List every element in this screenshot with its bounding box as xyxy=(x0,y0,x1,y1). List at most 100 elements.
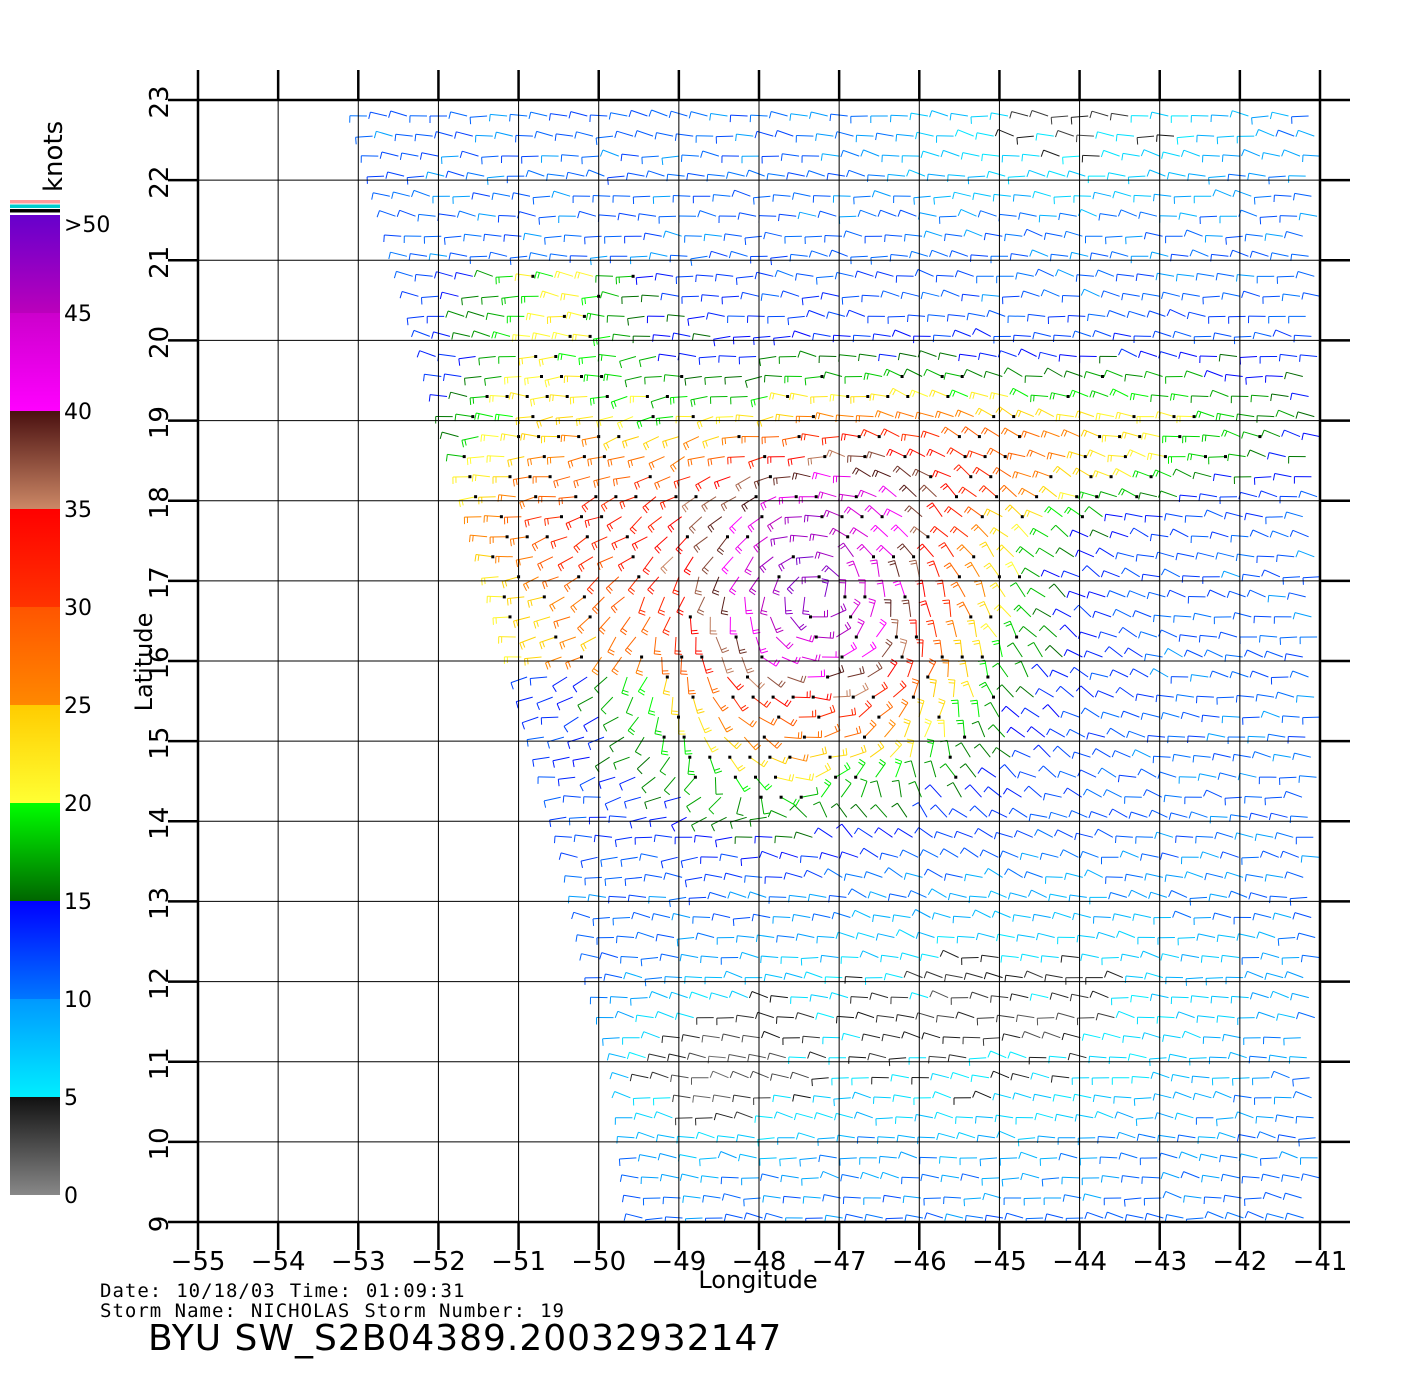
wind-barb-flag xyxy=(1255,694,1258,702)
wind-barb-flag xyxy=(613,762,617,770)
rain-flag-marker xyxy=(525,535,529,539)
wind-barb-flag xyxy=(539,562,544,569)
wind-barb-flag xyxy=(928,661,935,666)
wind-barb xyxy=(545,656,562,664)
wind-barb xyxy=(1069,894,1087,898)
wind-barb-flag xyxy=(606,525,611,532)
rain-flag-marker xyxy=(826,675,830,679)
wind-barb xyxy=(1266,650,1283,658)
wind-barb xyxy=(1162,953,1180,958)
wind-barb-flag xyxy=(1292,612,1296,620)
wind-barb xyxy=(886,508,903,518)
wind-barb xyxy=(1111,531,1129,538)
wind-barb-flag xyxy=(1104,646,1110,653)
wind-barb xyxy=(1231,890,1248,898)
wind-barb-flag xyxy=(892,914,895,922)
wind-barb xyxy=(1212,389,1229,397)
wind-barb-flag xyxy=(1224,1212,1228,1220)
rain-flag-marker xyxy=(788,755,792,759)
wind-barb-flag xyxy=(474,475,477,482)
wind-barb xyxy=(1258,931,1276,938)
wind-barb-flag xyxy=(883,973,887,981)
wind-barb-flag xyxy=(555,418,558,426)
rain-flag-marker xyxy=(580,655,583,659)
wind-barb xyxy=(1025,375,1043,377)
wind-barb-flag xyxy=(1132,610,1136,618)
wind-barb-flag xyxy=(483,234,485,242)
wind-barb-flag xyxy=(1011,750,1016,757)
wind-barb-flag xyxy=(738,685,745,691)
wind-barb-flag xyxy=(688,690,695,692)
wind-barb-flag xyxy=(1089,529,1094,537)
wind-barb-flag xyxy=(815,1012,819,1020)
wind-barb-flag xyxy=(1007,564,1014,568)
wind-barb-flag xyxy=(1122,1035,1125,1043)
wind-barb-flag xyxy=(860,746,864,753)
wind-barb-flag xyxy=(845,778,852,784)
wind-barb-flag xyxy=(819,852,823,860)
wind-barb-flag xyxy=(667,526,673,533)
wind-barb xyxy=(1041,852,1059,858)
wind-barb-flag xyxy=(1183,649,1188,657)
wind-barb-flag xyxy=(688,991,693,999)
rain-flag-marker xyxy=(540,375,543,378)
wind-barb xyxy=(942,1174,960,1179)
wind-barb-flag xyxy=(584,297,586,305)
rain-flag-marker xyxy=(537,435,541,439)
wind-barb xyxy=(630,255,648,258)
wind-barb xyxy=(1302,576,1320,579)
wind-barb-flag xyxy=(721,1193,725,1201)
wind-barb-flag xyxy=(1069,390,1073,397)
wind-barb xyxy=(1287,971,1304,979)
wind-barb-flag xyxy=(932,1091,936,1099)
wind-barb xyxy=(1133,527,1149,538)
wind-barb-flag xyxy=(548,253,551,261)
wind-barb-flag xyxy=(867,507,873,513)
wind-barb-flag xyxy=(1048,893,1051,902)
wind-barb-flag xyxy=(1004,975,1007,983)
wind-barb xyxy=(1056,1113,1074,1119)
wind-barb-flag xyxy=(748,991,753,999)
wind-barb-flag xyxy=(1282,1192,1286,1200)
wind-barb xyxy=(1088,313,1106,317)
wind-barb-flag xyxy=(879,852,883,860)
wind-barb xyxy=(1042,485,1058,498)
wind-barb-flag xyxy=(899,683,905,689)
wind-barb xyxy=(478,496,496,498)
wind-barb-flag xyxy=(593,668,599,673)
wind-barb xyxy=(922,543,934,558)
wind-barb-flag xyxy=(784,439,787,446)
wind-barb-flag xyxy=(923,230,927,238)
wind-barb-flag xyxy=(542,582,546,590)
wind-barb-flag xyxy=(1175,553,1178,561)
wind-barb xyxy=(899,352,917,357)
wind-barb-flag xyxy=(844,624,849,630)
wind-barb xyxy=(513,616,531,622)
wind-barb xyxy=(1162,852,1179,858)
wind-barb-flag xyxy=(1143,232,1147,240)
wind-barb xyxy=(723,1033,740,1039)
wind-barb-flag xyxy=(954,270,959,278)
wind-barb xyxy=(1243,290,1261,297)
wind-barb xyxy=(1026,1217,1044,1220)
wind-barb xyxy=(934,1091,952,1099)
wind-barb xyxy=(1241,209,1258,217)
wind-barb xyxy=(773,916,791,918)
wind-barb-flag xyxy=(629,1074,633,1082)
wind-barb xyxy=(799,1157,817,1160)
wind-barb-flag xyxy=(568,312,572,319)
wind-barb-flag xyxy=(1235,695,1238,703)
rain-flag-marker xyxy=(582,595,586,599)
wind-barb xyxy=(855,803,868,818)
wind-barb-flag xyxy=(1295,271,1299,279)
rain-flag-marker xyxy=(900,375,904,378)
wind-barb xyxy=(484,376,502,380)
wind-barb xyxy=(1264,429,1281,438)
wind-barb xyxy=(1091,252,1109,257)
wind-barb xyxy=(877,1015,895,1019)
wind-barb-flag xyxy=(1260,952,1264,960)
wind-barb-flag xyxy=(503,234,505,242)
wind-barb xyxy=(470,396,488,399)
wind-barb xyxy=(793,1094,811,1099)
wind-barb-flag xyxy=(907,507,912,513)
